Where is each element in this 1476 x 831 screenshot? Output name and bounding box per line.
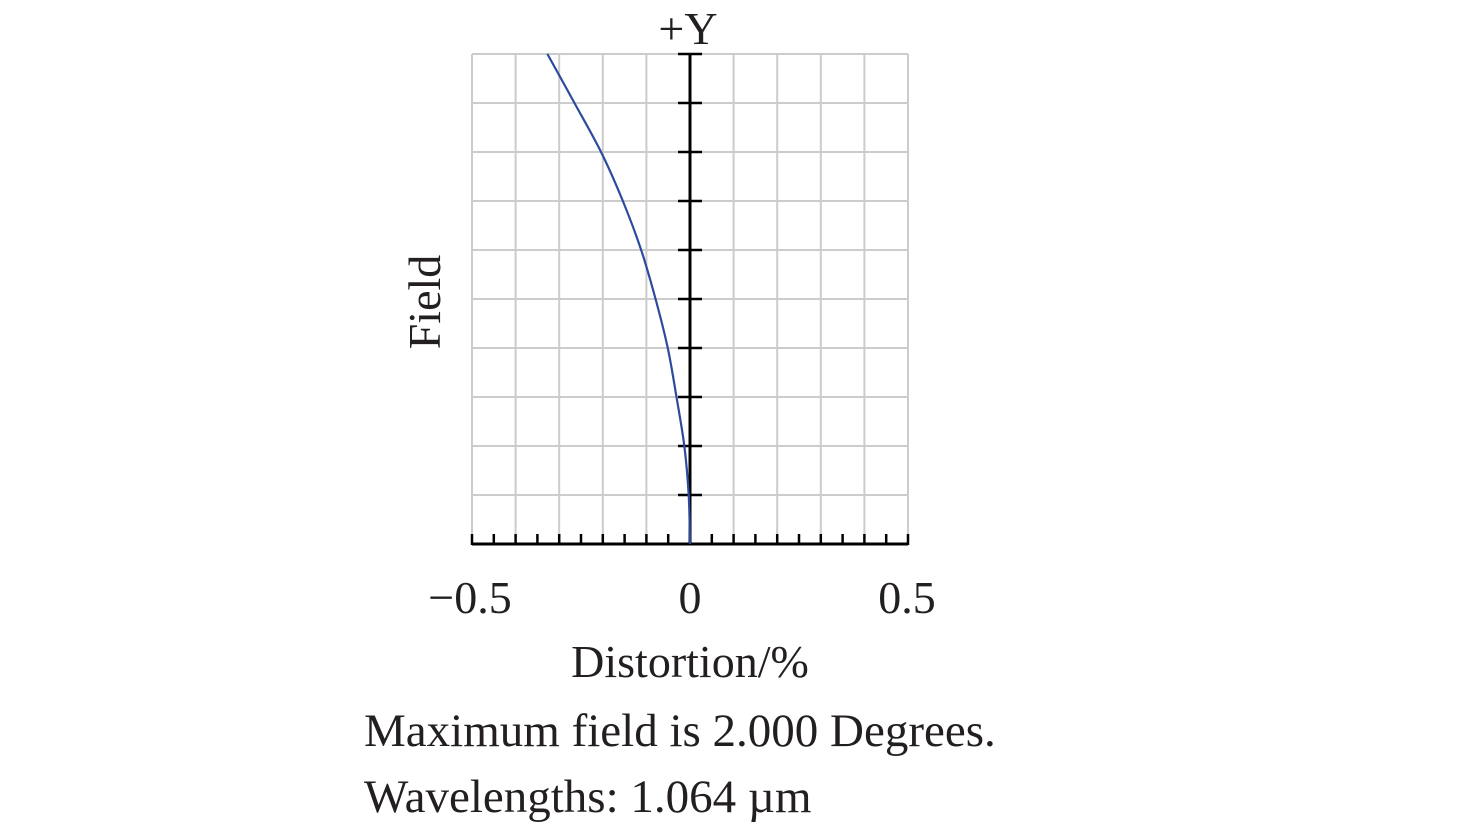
x-tick-label: 0 (679, 572, 702, 623)
x-axis-label: Distortion/% (571, 636, 809, 687)
wavelength-note: Wavelengths: 1.064 µm (364, 771, 812, 823)
x-tick-label: 0.5 (878, 572, 936, 623)
max-field-note: Maximum field is 2.000 Degrees. (364, 705, 996, 757)
axes (470, 52, 910, 546)
chart-title: +Y (658, 3, 717, 54)
distortion-curve (546, 53, 692, 545)
x-tick-label: −0.5 (428, 572, 511, 623)
y-axis-label: Field (399, 255, 450, 350)
